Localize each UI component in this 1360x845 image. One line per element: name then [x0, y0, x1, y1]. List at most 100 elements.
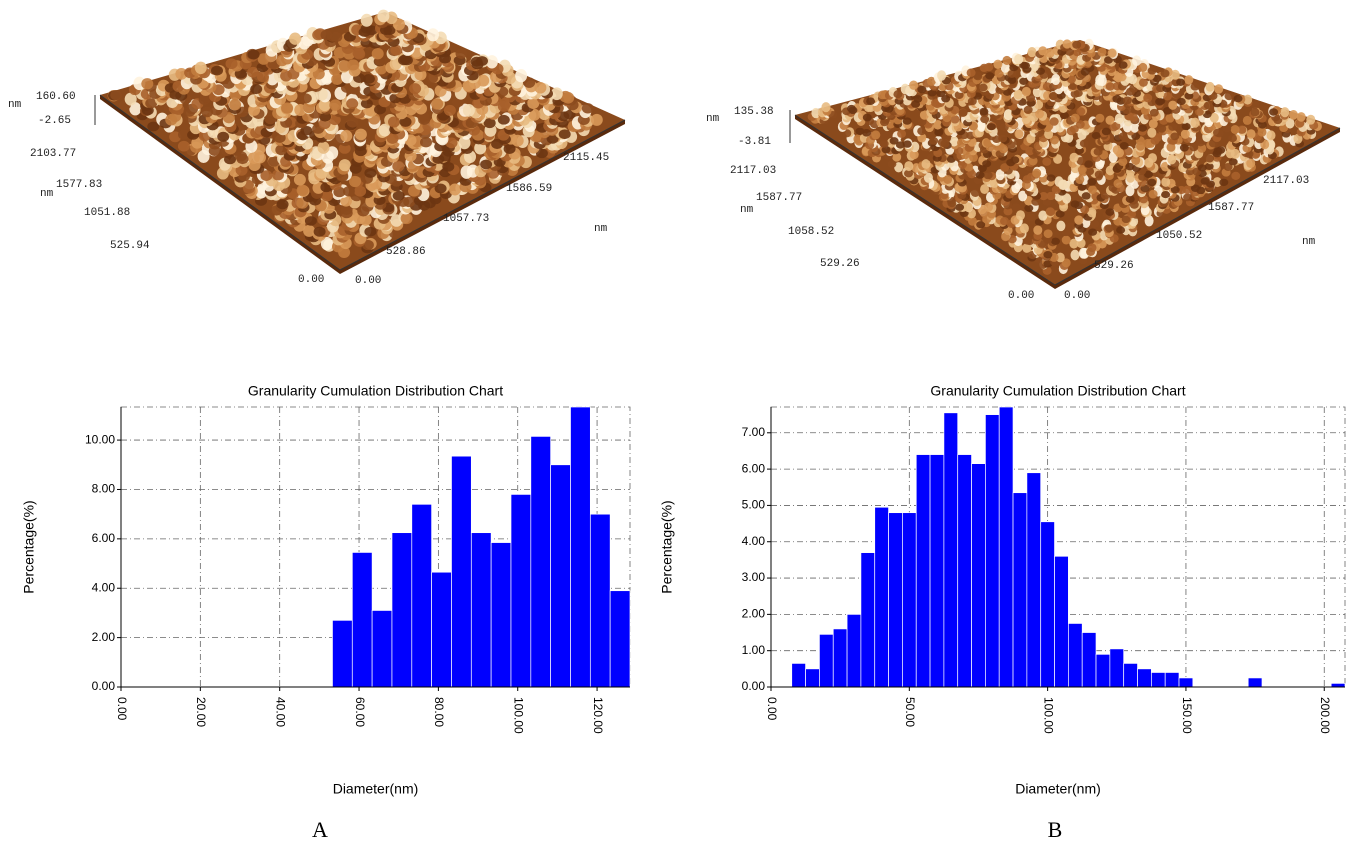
surface-grain	[281, 102, 294, 114]
surface-grain	[980, 115, 990, 124]
surface-grain	[1116, 226, 1126, 234]
y-tick-label: 6.00	[742, 461, 766, 475]
x-axis-label: Diameter(nm)	[1015, 781, 1101, 797]
surface-grain	[1046, 191, 1056, 201]
surface-grain	[1243, 94, 1253, 105]
surface-grain	[299, 93, 312, 104]
surface-grain	[1013, 89, 1023, 100]
surface-grain	[909, 149, 919, 160]
surface-grain	[1033, 225, 1043, 235]
surface-grain	[1125, 162, 1135, 171]
bar	[332, 619, 353, 688]
surface-grain	[1285, 117, 1295, 129]
surface-grain	[477, 74, 490, 87]
surface-grain	[1066, 222, 1076, 231]
x-tick-label: 20.00	[194, 697, 208, 727]
bar	[1330, 683, 1346, 688]
bar	[570, 406, 591, 688]
bar	[985, 414, 1000, 688]
afm-surface	[789, 38, 1341, 289]
surface-grain	[1090, 219, 1100, 228]
surface-grain	[1113, 179, 1123, 188]
surface-grain	[250, 84, 263, 95]
surface-grain	[318, 98, 331, 112]
surface-grain	[145, 98, 158, 109]
surface-grain	[388, 116, 400, 128]
surface-grain	[320, 29, 333, 41]
surface-grain	[354, 128, 367, 141]
surface-grain	[527, 97, 540, 110]
surface-grain	[909, 80, 919, 90]
surface-side	[795, 115, 1055, 289]
surface-grain	[590, 113, 603, 126]
surface-grain	[392, 190, 405, 201]
surface-grain	[360, 98, 373, 109]
surface-grain	[1070, 200, 1080, 208]
surface-grain	[1087, 207, 1097, 218]
bar	[1247, 677, 1263, 688]
surface-grain	[1194, 107, 1204, 116]
surface-grain	[917, 85, 927, 94]
bar	[530, 436, 552, 688]
surface-grain	[340, 204, 353, 215]
surface-grain	[904, 169, 913, 178]
surface-grain	[1061, 258, 1071, 268]
surface-grain	[967, 97, 977, 106]
surface-grain	[304, 216, 317, 226]
y-tick-label: 8.00	[92, 482, 116, 496]
surface-grain	[1170, 132, 1180, 141]
surface-grain	[329, 99, 342, 111]
bar	[805, 668, 820, 688]
surface-grain	[1222, 124, 1232, 133]
surface-grain	[1076, 107, 1086, 116]
surface-grain	[1038, 210, 1048, 221]
bar	[971, 463, 986, 688]
surface-axis-label: 1587.77	[756, 192, 802, 204]
surface-grain	[942, 134, 952, 143]
surface-grain	[1027, 47, 1037, 58]
surface-axis-label: nm	[594, 223, 608, 235]
x-axis-label: Diameter(nm)	[333, 781, 419, 797]
surface-grain	[1165, 113, 1175, 123]
surface-grain	[1212, 177, 1222, 188]
surface-grain	[1148, 153, 1157, 163]
surface-axis-label: 1577.83	[56, 179, 102, 191]
surface-grain	[1038, 46, 1048, 56]
bar	[1151, 672, 1166, 688]
surface-axis-label: 1050.52	[1156, 230, 1202, 242]
surface-grain	[955, 203, 965, 211]
surface-grain	[1056, 220, 1066, 232]
y-tick-label: 4.00	[92, 580, 116, 594]
surface-grain	[1055, 210, 1065, 218]
surface-grain	[1014, 178, 1024, 190]
surface-grain	[889, 137, 899, 145]
surface-grain	[400, 212, 413, 225]
surface-grain	[1203, 101, 1213, 110]
surface-grain	[1039, 191, 1049, 201]
surface-grain	[904, 161, 914, 172]
surface-grain	[1072, 40, 1082, 49]
surface-grain	[1097, 47, 1107, 57]
bar	[915, 454, 931, 688]
surface-grain	[881, 145, 891, 154]
surface-grain	[1118, 61, 1128, 69]
surface-grain	[887, 160, 897, 169]
surface-grain	[1094, 170, 1104, 179]
surface-grain	[1118, 157, 1128, 167]
surface-grain	[1019, 61, 1029, 69]
surface-grain	[985, 72, 995, 80]
surface-grain	[235, 151, 247, 162]
surface-grain	[866, 97, 876, 106]
panel-label: A	[312, 817, 328, 842]
bar	[943, 412, 959, 688]
surface-grain	[347, 59, 360, 71]
surface-grain	[1112, 145, 1122, 155]
surface-grain	[1148, 189, 1158, 199]
bar	[791, 663, 806, 688]
surface-axis-label: 1586.59	[506, 183, 552, 195]
bar	[832, 628, 848, 688]
surface-grain	[1026, 213, 1036, 222]
surface-grain	[434, 183, 447, 194]
bar	[1137, 668, 1152, 688]
y-tick-label: 10.00	[85, 432, 115, 446]
